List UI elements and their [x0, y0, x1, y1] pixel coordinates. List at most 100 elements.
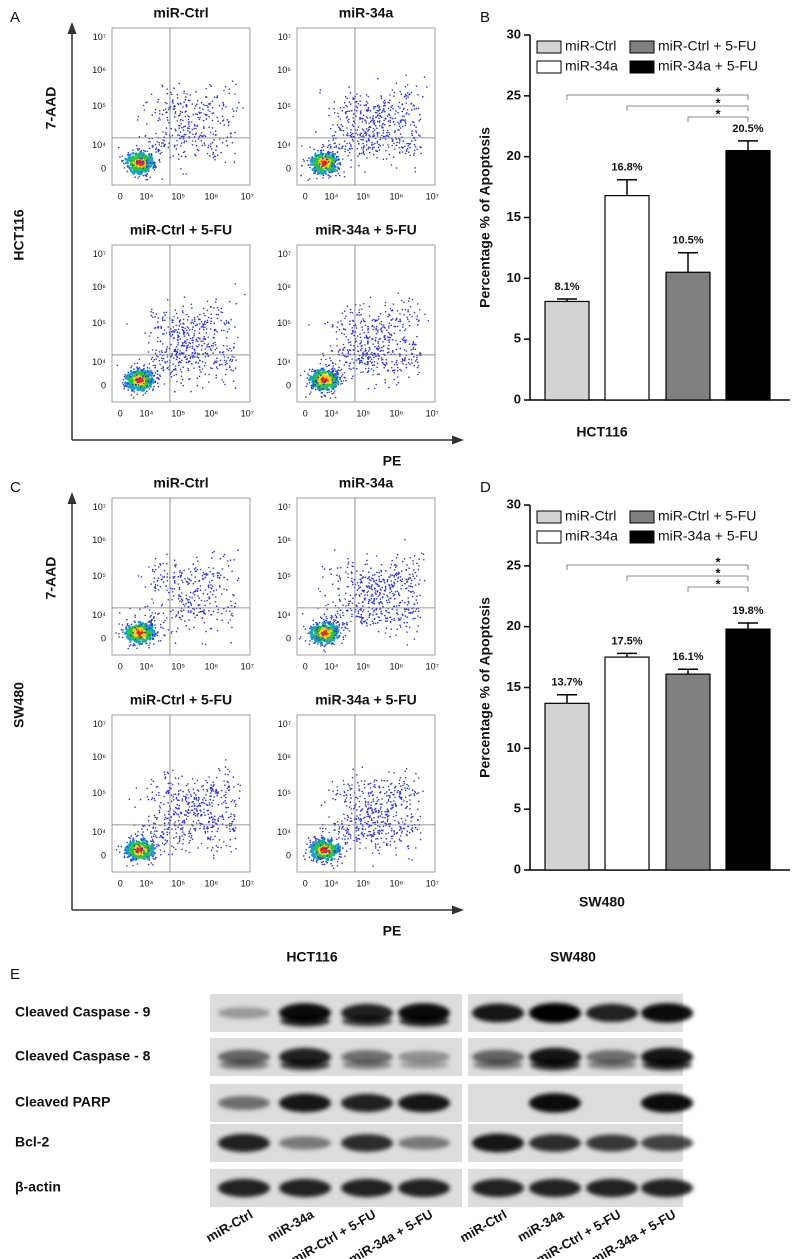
event-dot: [389, 592, 391, 594]
event-dot: [230, 614, 232, 616]
event-dot: [310, 159, 313, 162]
event-dot: [366, 149, 368, 151]
event-dot: [146, 165, 148, 167]
event-dot: [333, 386, 336, 389]
event-dot: [399, 147, 401, 149]
event-dot: [403, 140, 405, 142]
y-tick-label: 0: [101, 634, 106, 644]
event-dot: [387, 115, 389, 117]
event-dot: [413, 105, 415, 107]
event-dot: [235, 84, 237, 86]
event-dot: [328, 627, 330, 629]
event-dot: [384, 124, 386, 126]
event-dot: [152, 357, 154, 359]
event-dot: [377, 151, 379, 153]
event-dot: [319, 92, 321, 94]
event-dot: [346, 127, 348, 129]
event-dot: [359, 117, 361, 119]
event-dot: [161, 605, 163, 607]
event-dot: [367, 329, 369, 331]
event-dot: [164, 620, 166, 622]
event-dot: [363, 145, 365, 147]
event-dot: [332, 379, 334, 381]
event-dot: [140, 152, 143, 155]
event-dot: [182, 112, 184, 114]
event-dot: [400, 133, 402, 135]
event-dot: [192, 348, 194, 350]
event-dot: [210, 132, 212, 134]
x-tick-label: 0: [118, 408, 123, 418]
event-dot: [330, 146, 332, 148]
event-dot: [138, 384, 140, 386]
event-dot: [352, 327, 354, 329]
event-dot: [361, 308, 363, 310]
event-dot: [306, 386, 308, 388]
event-dot: [178, 154, 180, 156]
event-dot: [333, 619, 335, 621]
event-dot: [404, 116, 406, 118]
event-dot: [379, 139, 381, 141]
event-dot: [379, 323, 381, 325]
event-dot: [175, 616, 177, 618]
event-dot: [399, 625, 401, 627]
event-dot: [388, 348, 390, 350]
event-dot: [192, 140, 194, 142]
event-dot: [393, 618, 395, 620]
event-dot: [178, 611, 180, 613]
event-dot: [192, 144, 194, 146]
event-dot: [325, 639, 328, 642]
event-dot: [216, 589, 218, 591]
event-dot: [369, 336, 371, 338]
event-dot: [203, 578, 205, 580]
event-dot: [342, 158, 344, 160]
event-dot: [336, 345, 338, 347]
event-dot: [365, 620, 367, 622]
event-dot: [370, 360, 372, 362]
event-dot: [129, 645, 131, 647]
event-dot: [161, 142, 163, 144]
event-dot: [410, 612, 412, 614]
event-dot: [389, 154, 391, 156]
event-dot: [190, 611, 192, 613]
event-dot: [349, 148, 351, 150]
event-dot: [392, 370, 394, 372]
event-dot: [233, 356, 235, 358]
event-dot: [162, 563, 164, 565]
event-dot: [178, 576, 180, 578]
event-dot: [378, 146, 380, 148]
event-dot: [362, 371, 364, 373]
event-dot: [204, 622, 206, 624]
event-dot: [197, 125, 199, 127]
event-dot: [199, 332, 201, 334]
event-dot: [318, 372, 320, 374]
event-dot: [232, 116, 234, 118]
event-dot: [215, 298, 217, 300]
event-dot: [157, 377, 159, 379]
event-dot: [337, 384, 339, 386]
event-dot: [362, 121, 364, 123]
event-dot: [220, 360, 222, 362]
event-dot: [217, 630, 219, 632]
event-dot: [370, 297, 372, 299]
event-dot: [385, 590, 387, 592]
event-dot: [356, 93, 358, 95]
event-dot: [307, 633, 309, 635]
event-dot: [346, 356, 348, 358]
event-dot: [155, 634, 157, 636]
event-dot: [410, 124, 412, 126]
event-dot: [388, 387, 390, 389]
event-dot: [308, 324, 310, 326]
event-dot: [382, 110, 384, 112]
event-dot: [199, 604, 201, 606]
event-dot: [390, 588, 392, 590]
event-dot: [328, 370, 330, 372]
event-dot: [361, 321, 363, 323]
event-dot: [210, 350, 212, 352]
event-dot: [324, 568, 326, 570]
event-dot: [177, 144, 179, 146]
event-dot: [202, 145, 204, 147]
event-dot: [205, 352, 207, 354]
event-dot: [216, 360, 218, 362]
event-dot: [333, 644, 335, 646]
event-dot: [197, 353, 199, 355]
